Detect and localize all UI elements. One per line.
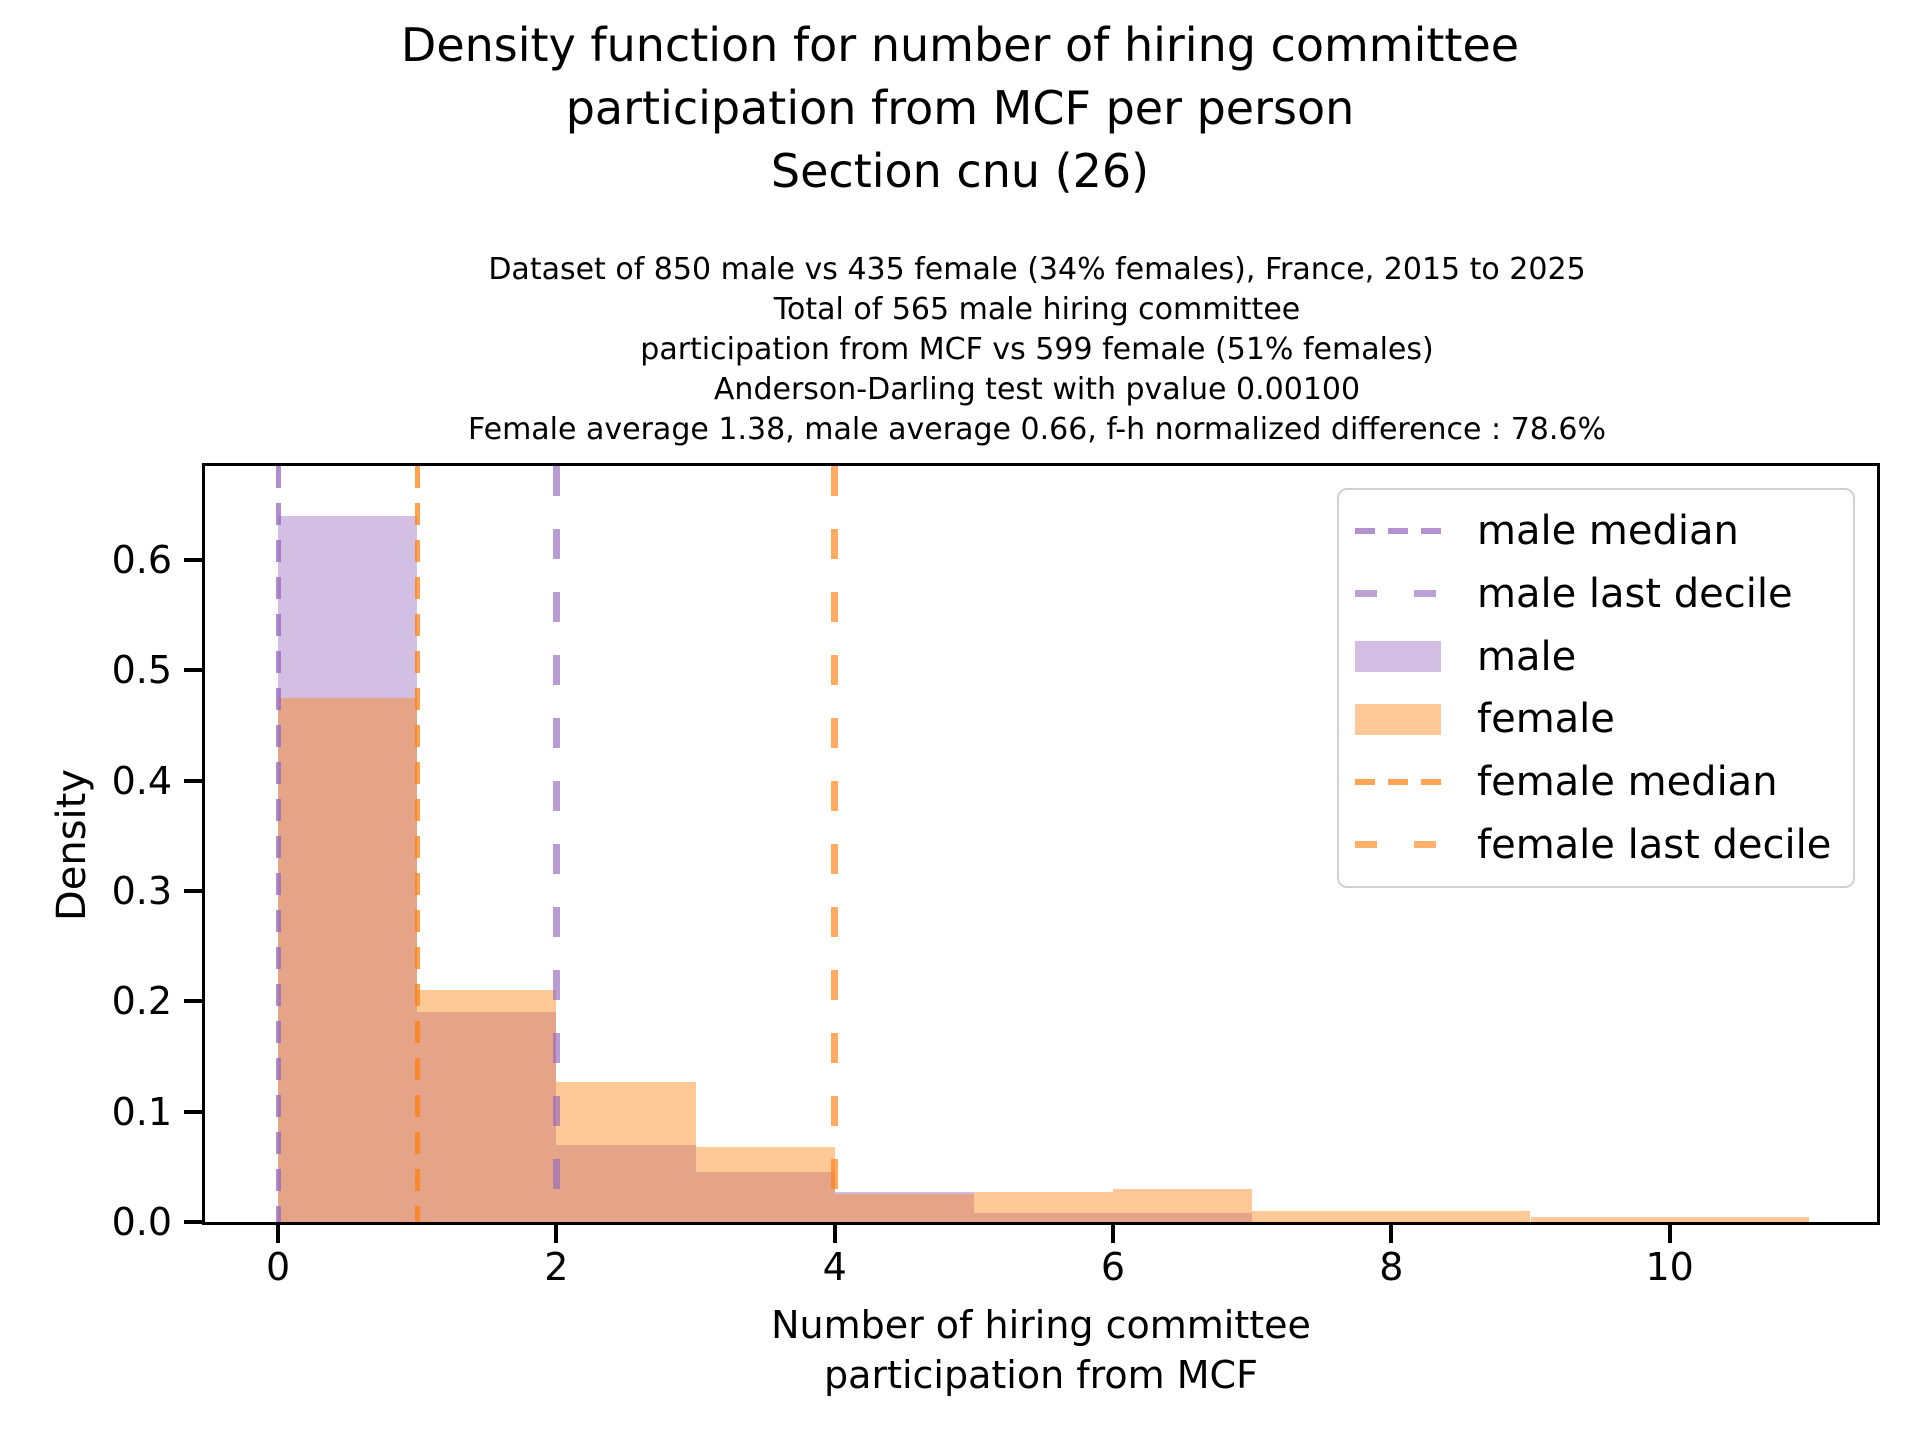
x-tick-6 (1111, 1225, 1115, 1243)
legend-entry-female-last-decile: female last decile (1355, 823, 1847, 867)
female-bar-bin-2-3 (556, 1081, 696, 1222)
legend-label: male last decile (1477, 570, 1793, 617)
x-tick-4 (832, 1225, 837, 1243)
y-tick-0.0 (184, 1220, 202, 1224)
male-bar-bin-2-3 (556, 1144, 696, 1222)
figure-title-line2: participation from MCF per person (565, 81, 1355, 135)
y-tick-0.4 (184, 778, 202, 783)
male-median-dash-icon (1355, 528, 1441, 535)
y-tick-label: 0.3 (111, 868, 172, 913)
axes-title-line4: Anderson-Darling test with pvalue 0.0010… (713, 372, 1361, 407)
y-tick-label: 0.4 (111, 758, 172, 803)
axes-title: Dataset of 850 male vs 435 female (34% f… (205, 250, 1869, 450)
female-bar-bin-0-1 (278, 697, 418, 1222)
legend-label: female last decile (1477, 821, 1832, 868)
axes-title-line3: participation from MCF vs 599 female (51… (640, 332, 1434, 367)
x-tick-label: 2 (544, 1245, 569, 1289)
female-bar-bin-1-2 (417, 990, 557, 1222)
legend-label: female median (1477, 758, 1778, 805)
female-bar-bin-5-6 (973, 1192, 1114, 1222)
x-axis-label: Number of hiring committee participation… (205, 1300, 1877, 1400)
x-axis-label-line2: participation from MCF (824, 1353, 1258, 1397)
axes-title-line1: Dataset of 850 male vs 435 female (34% f… (488, 252, 1586, 287)
male-bar-bin-1-2 (417, 1012, 557, 1222)
legend-label: male (1477, 633, 1577, 680)
figure-title-line3: Section cnu (26) (770, 144, 1150, 198)
y-tick-0.6 (184, 557, 202, 562)
legend: male median male last decile male female fem… (1337, 488, 1855, 888)
y-axis-label: Density (49, 768, 95, 922)
y-tick-label: 0.1 (111, 1089, 172, 1134)
legend-label: female (1477, 696, 1615, 743)
female-swatch-icon (1355, 703, 1441, 735)
female-last-decile-dash-icon (1355, 841, 1441, 849)
female-bar-bin-3-4 (695, 1147, 835, 1222)
x-tick-label: 8 (1379, 1245, 1404, 1289)
y-tick-0.3 (184, 888, 202, 893)
female-bar-bin-4-5 (834, 1194, 974, 1222)
figure-title-line1: Density function for number of hiring co… (400, 18, 1520, 72)
male-bar-bin-0-1 (278, 515, 418, 1222)
female-median-line (414, 466, 420, 1222)
legend-entry-female-median: female median (1355, 760, 1847, 804)
female-bar-bin-7-8 (1252, 1211, 1392, 1222)
male-bar-bin-5-6 (973, 1213, 1114, 1222)
female-bar-bin-8-9 (1391, 1211, 1531, 1222)
y-tick-0.2 (184, 999, 202, 1004)
male-bar-bin-4-5 (834, 1192, 974, 1222)
legend-entry-female: female (1355, 697, 1847, 741)
legend-entry-male-last-decile: male last decile (1355, 572, 1847, 616)
plot-area: 0.0 0.1 0.2 0.3 0.4 0.5 0.6 0 2 4 6 8 10 (112, 463, 1880, 1287)
x-tick-0 (276, 1225, 281, 1243)
y-tick-0.1 (184, 1109, 202, 1114)
y-tick-label: 0.0 (111, 1200, 172, 1244)
female-bar-bin-6-7 (1113, 1188, 1253, 1222)
x-axis-label-line1: Number of hiring committee (771, 1303, 1311, 1347)
male-last-decile-dash-icon (1355, 590, 1441, 598)
y-tick-0.5 (184, 668, 202, 673)
axes-title-line2: Total of 565 male hiring committee (773, 292, 1301, 327)
female-bar-bin-9-10 (1530, 1216, 1670, 1222)
male-last-decile-line (552, 466, 560, 1222)
y-tick-label: 0.5 (111, 648, 172, 693)
male-bar-bin-6-7 (1113, 1213, 1253, 1222)
x-tick-label: 10 (1645, 1245, 1694, 1289)
x-tick-label: 6 (1100, 1245, 1126, 1289)
x-tick-label: 4 (822, 1245, 847, 1289)
legend-entry-male-median: male median (1355, 509, 1847, 553)
x-tick-8 (1389, 1225, 1394, 1243)
figure-title: Density function for number of hiring co… (0, 14, 1920, 203)
legend-label: male median (1477, 508, 1739, 555)
legend-entry-male: male (1355, 635, 1847, 679)
y-tick-label: 0.2 (111, 979, 172, 1024)
female-median-dash-icon (1355, 778, 1441, 785)
x-tick-2 (554, 1225, 559, 1243)
x-tick-10 (1667, 1225, 1672, 1243)
y-tick-label: 0.6 (111, 537, 172, 582)
female-bar-bin-10-11 (1669, 1216, 1809, 1222)
male-median-line (275, 466, 281, 1222)
male-swatch-icon (1355, 641, 1441, 673)
female-last-decile-line (831, 466, 839, 1222)
axes-title-line5: Female average 1.38, male average 0.66, … (468, 412, 1606, 447)
male-bar-bin-3-4 (695, 1172, 835, 1222)
x-tick-label: 0 (266, 1245, 291, 1289)
